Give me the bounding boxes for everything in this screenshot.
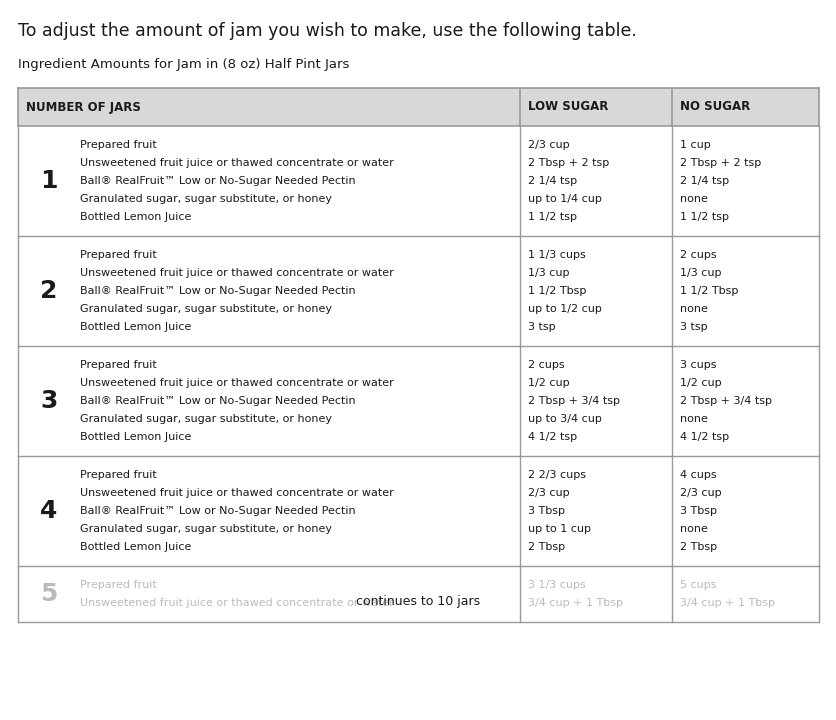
Text: none: none	[679, 524, 707, 534]
Text: 1/2 cup: 1/2 cup	[679, 378, 721, 388]
Text: Bottled Lemon Juice: Bottled Lemon Juice	[80, 432, 191, 442]
Text: 2 cups: 2 cups	[528, 360, 564, 370]
Text: Granulated sugar, sugar substitute, or honey: Granulated sugar, sugar substitute, or h…	[80, 194, 332, 204]
Text: 2 Tbsp: 2 Tbsp	[528, 542, 564, 552]
Text: up to 1/2 cup: up to 1/2 cup	[528, 304, 601, 314]
Text: up to 1/4 cup: up to 1/4 cup	[528, 194, 601, 204]
Text: Granulated sugar, sugar substitute, or honey: Granulated sugar, sugar substitute, or h…	[80, 414, 332, 424]
Text: 1/3 cup: 1/3 cup	[679, 268, 721, 278]
Text: 3 Tbsp: 3 Tbsp	[679, 506, 716, 516]
Text: 3 1/3 cups: 3 1/3 cups	[528, 580, 585, 590]
Text: LOW SUGAR: LOW SUGAR	[528, 101, 608, 114]
Text: Unsweetened fruit juice or thawed concentrate or water: Unsweetened fruit juice or thawed concen…	[80, 158, 393, 168]
Text: 3 tsp: 3 tsp	[528, 322, 555, 332]
Text: 3 tsp: 3 tsp	[679, 322, 706, 332]
Text: 2 Tbsp + 3/4 tsp: 2 Tbsp + 3/4 tsp	[528, 396, 619, 406]
Text: Prepared fruit: Prepared fruit	[80, 140, 156, 150]
Text: 5: 5	[40, 582, 58, 606]
Text: Ball® RealFruit™ Low or No-Sugar Needed Pectin: Ball® RealFruit™ Low or No-Sugar Needed …	[80, 396, 355, 406]
Text: Unsweetened fruit juice or thawed concentrate or water: Unsweetened fruit juice or thawed concen…	[80, 378, 393, 388]
Text: 1 1/3 cups: 1 1/3 cups	[528, 250, 585, 260]
Text: 3/4 cup + 1 Tbsp: 3/4 cup + 1 Tbsp	[528, 598, 622, 608]
Text: 2/3 cup: 2/3 cup	[528, 140, 569, 150]
Text: NUMBER OF JARS: NUMBER OF JARS	[26, 101, 140, 114]
Text: 1 1/2 Tbsp: 1 1/2 Tbsp	[679, 286, 737, 296]
Text: 4: 4	[40, 499, 58, 523]
Text: 3: 3	[40, 389, 58, 413]
Text: NO SUGAR: NO SUGAR	[679, 101, 749, 114]
Text: 2/3 cup: 2/3 cup	[679, 488, 721, 498]
Text: 3 Tbsp: 3 Tbsp	[528, 506, 564, 516]
Text: Bottled Lemon Juice: Bottled Lemon Juice	[80, 542, 191, 552]
Text: Prepared fruit: Prepared fruit	[80, 470, 156, 480]
Text: Ball® RealFruit™ Low or No-Sugar Needed Pectin: Ball® RealFruit™ Low or No-Sugar Needed …	[80, 506, 355, 516]
Text: 4 1/2 tsp: 4 1/2 tsp	[528, 432, 577, 442]
Text: Ingredient Amounts for Jam in (8 oz) Half Pint Jars: Ingredient Amounts for Jam in (8 oz) Hal…	[18, 58, 349, 71]
Text: Ball® RealFruit™ Low or No-Sugar Needed Pectin: Ball® RealFruit™ Low or No-Sugar Needed …	[80, 176, 355, 186]
Text: Granulated sugar, sugar substitute, or honey: Granulated sugar, sugar substitute, or h…	[80, 304, 332, 314]
Text: 1 cup: 1 cup	[679, 140, 710, 150]
Text: none: none	[679, 414, 707, 424]
Text: 2 1/4 tsp: 2 1/4 tsp	[679, 176, 728, 186]
Text: Unsweetened fruit juice or thawed concentrate or water: Unsweetened fruit juice or thawed concen…	[80, 488, 393, 498]
Text: 1 1/2 tsp: 1 1/2 tsp	[528, 212, 576, 222]
Text: 2 Tbsp + 2 tsp: 2 Tbsp + 2 tsp	[679, 158, 760, 168]
Text: 5 cups: 5 cups	[679, 580, 716, 590]
Text: 2 Tbsp: 2 Tbsp	[679, 542, 716, 552]
Text: continues to 10 jars: continues to 10 jars	[356, 595, 480, 608]
Text: Bottled Lemon Juice: Bottled Lemon Juice	[80, 212, 191, 222]
Text: 2: 2	[40, 279, 58, 303]
Text: 4 cups: 4 cups	[679, 470, 716, 480]
Text: 1 1/2 tsp: 1 1/2 tsp	[679, 212, 728, 222]
Text: 2 1/4 tsp: 2 1/4 tsp	[528, 176, 577, 186]
Text: Ball® RealFruit™ Low or No-Sugar Needed Pectin: Ball® RealFruit™ Low or No-Sugar Needed …	[80, 286, 355, 296]
Text: 2 Tbsp + 2 tsp: 2 Tbsp + 2 tsp	[528, 158, 609, 168]
Text: Prepared fruit: Prepared fruit	[80, 580, 156, 590]
Text: Unsweetened fruit juice or thawed concentrate or water: Unsweetened fruit juice or thawed concen…	[80, 268, 393, 278]
Text: 2/3 cup: 2/3 cup	[528, 488, 569, 498]
Text: up to 1 cup: up to 1 cup	[528, 524, 590, 534]
Text: 4 1/2 tsp: 4 1/2 tsp	[679, 432, 728, 442]
Text: none: none	[679, 194, 707, 204]
Text: 2 Tbsp + 3/4 tsp: 2 Tbsp + 3/4 tsp	[679, 396, 771, 406]
Text: 2 cups: 2 cups	[679, 250, 716, 260]
Text: 1/2 cup: 1/2 cup	[528, 378, 569, 388]
Text: 2 2/3 cups: 2 2/3 cups	[528, 470, 585, 480]
Text: 1/3 cup: 1/3 cup	[528, 268, 568, 278]
Text: Prepared fruit: Prepared fruit	[80, 360, 156, 370]
Text: To adjust the amount of jam you wish to make, use the following table.: To adjust the amount of jam you wish to …	[18, 22, 636, 40]
Text: Prepared fruit: Prepared fruit	[80, 250, 156, 260]
Text: Bottled Lemon Juice: Bottled Lemon Juice	[80, 322, 191, 332]
Text: 3/4 cup + 1 Tbsp: 3/4 cup + 1 Tbsp	[679, 598, 774, 608]
Text: none: none	[679, 304, 707, 314]
Text: 3 cups: 3 cups	[679, 360, 716, 370]
Text: 1 1/2 Tbsp: 1 1/2 Tbsp	[528, 286, 586, 296]
Text: Granulated sugar, sugar substitute, or honey: Granulated sugar, sugar substitute, or h…	[80, 524, 332, 534]
Text: up to 3/4 cup: up to 3/4 cup	[528, 414, 601, 424]
Text: 1: 1	[40, 169, 58, 193]
Text: Unsweetened fruit juice or thawed concentrate or water: Unsweetened fruit juice or thawed concen…	[80, 598, 393, 608]
